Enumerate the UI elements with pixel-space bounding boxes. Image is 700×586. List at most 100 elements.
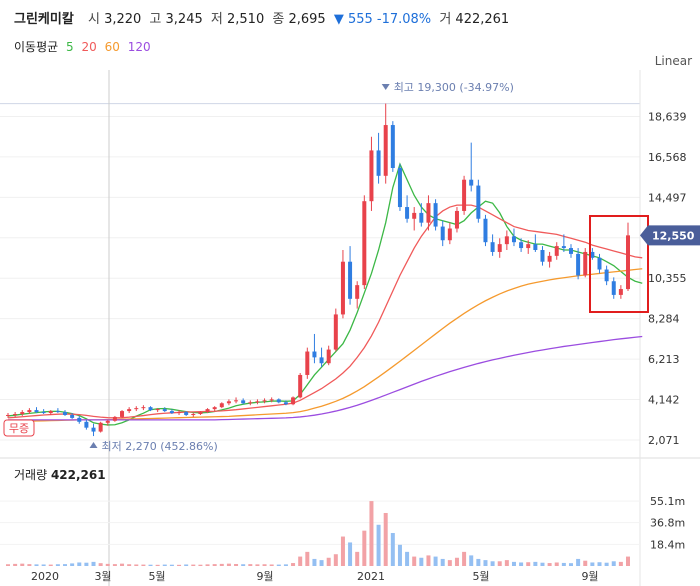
volume-bar	[20, 563, 25, 566]
volume-bar	[77, 562, 82, 566]
candle-body	[333, 314, 338, 350]
volume-label: 거	[439, 12, 452, 27]
candle-body	[362, 201, 367, 286]
candle-body	[462, 179, 467, 211]
volume-bar	[462, 551, 467, 566]
open-value: 3,220	[104, 12, 142, 27]
candle-body	[177, 412, 182, 414]
candle-body	[355, 285, 360, 299]
price-tick-label: 16,568	[648, 151, 687, 164]
open-label: 시	[87, 12, 100, 27]
x-tick-label: 5월	[148, 570, 165, 583]
candle-body	[426, 203, 431, 223]
volume-bar	[162, 564, 167, 566]
price-tick-label: 4,142	[648, 394, 680, 407]
volume-bar	[412, 556, 417, 566]
volume-bar	[519, 562, 524, 566]
candle-body	[590, 251, 595, 258]
high-label: 고	[149, 12, 162, 27]
candle-body	[340, 261, 345, 315]
volume-bar	[540, 562, 545, 566]
candle-body	[583, 251, 588, 276]
volume-bar	[504, 560, 509, 566]
volume-bar	[611, 561, 616, 566]
volume-bar	[34, 564, 39, 566]
volume-bar	[554, 562, 559, 566]
candle-body	[241, 400, 246, 404]
candle-body	[604, 269, 609, 282]
volume-bar	[447, 560, 452, 566]
volume-bar	[348, 542, 353, 566]
volume-bar	[326, 557, 331, 566]
candle-body	[348, 261, 353, 299]
candle-body	[298, 374, 303, 398]
volume-bar	[397, 544, 402, 566]
candle-body	[483, 218, 488, 243]
candle-body	[447, 228, 452, 241]
volume-bar	[205, 564, 210, 566]
volume-bar	[98, 563, 103, 566]
volume-bar	[355, 551, 360, 566]
volume-bar	[105, 563, 110, 566]
candle-body	[305, 351, 310, 375]
x-tick-label: 5월	[472, 570, 489, 583]
volume-bar	[91, 561, 96, 566]
volume-tick-label: 18.4m	[650, 538, 685, 551]
ma5-legend: 5	[66, 40, 74, 54]
volume-bar	[511, 561, 516, 566]
candle-body	[497, 244, 502, 252]
candle-body	[248, 402, 253, 404]
candle-body	[283, 402, 288, 405]
volume-bar	[276, 564, 281, 566]
candle-body	[440, 226, 445, 241]
volume-bar	[41, 564, 46, 566]
candle-body	[319, 357, 324, 364]
volume-bar	[561, 562, 566, 566]
candle-body	[127, 409, 132, 412]
candle-body	[13, 414, 18, 415]
candle-body	[27, 410, 32, 413]
volume-bar	[626, 556, 630, 566]
volume-bar	[319, 560, 324, 566]
candle-body	[20, 412, 25, 414]
volume-bar	[497, 561, 502, 566]
candle-body	[198, 412, 203, 414]
volume-panel-label: 거래량 422,261	[14, 466, 106, 483]
candle-body	[611, 281, 616, 295]
volume-bar	[169, 564, 174, 566]
price-header: 그린케미칼 시 3,220 고 3,245 저 2,510 종 2,695 ▼ …	[14, 8, 509, 27]
volume-bar	[248, 564, 253, 566]
rights-badge-text: 무증	[9, 422, 29, 435]
candle-body	[262, 400, 267, 402]
candle-body	[540, 250, 545, 262]
volume-bar	[70, 563, 75, 566]
price-tick-label: 14,497	[648, 191, 687, 204]
volume-bar	[618, 561, 623, 566]
high-marker	[381, 84, 390, 90]
candle-body	[390, 125, 395, 168]
candle-body	[597, 257, 602, 270]
candle-body	[476, 185, 481, 219]
volume-bar	[390, 533, 395, 566]
volume-bar	[433, 556, 438, 566]
volume-bar	[305, 551, 310, 566]
ma60-line	[7, 268, 643, 423]
volume-bar	[55, 564, 60, 566]
volume-bar	[127, 564, 132, 566]
volume-bar	[262, 564, 267, 566]
moving-average-legend[interactable]: 이동평균 5 20 60 120	[14, 38, 155, 55]
volume-bar	[405, 551, 410, 566]
volume-bar	[84, 562, 89, 566]
candle-body	[490, 242, 495, 252]
volume-bar	[526, 562, 531, 566]
volume-panel-title: 거래량	[14, 468, 48, 482]
scale-mode-toggle[interactable]: Linear	[654, 54, 692, 68]
candle-body	[84, 421, 89, 428]
candle-body	[568, 248, 573, 254]
candle-body	[276, 399, 281, 403]
x-tick-label: 9월	[256, 570, 273, 583]
candle-body	[576, 253, 581, 276]
ma20-legend: 20	[81, 40, 97, 54]
volume-bar	[362, 530, 367, 566]
